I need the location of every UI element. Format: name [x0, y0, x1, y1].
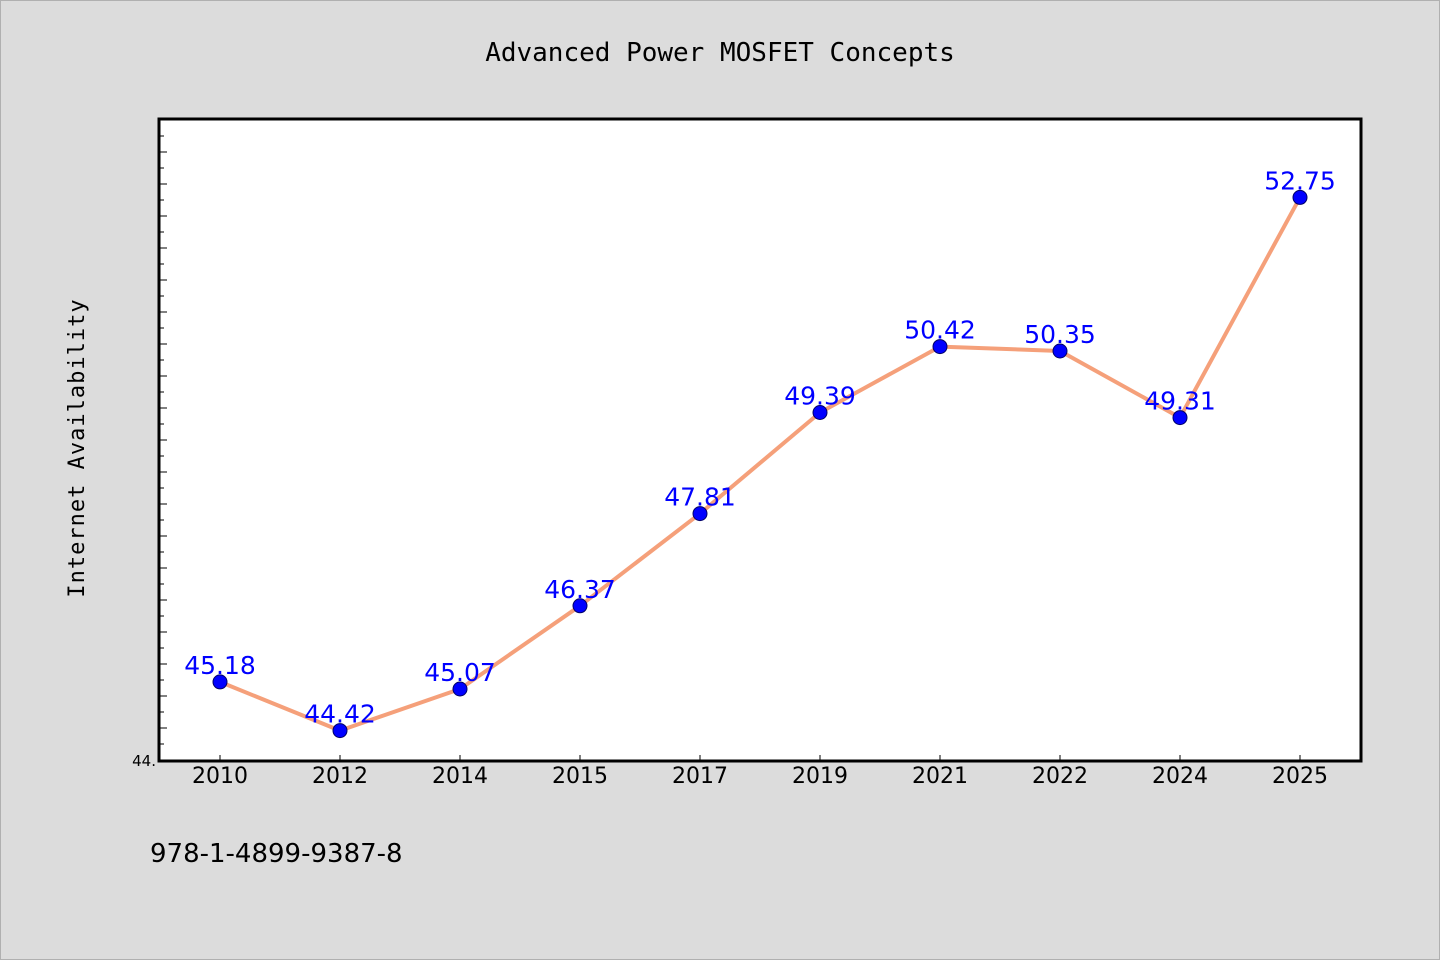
- data-label: 50.42: [904, 316, 976, 345]
- data-label: 45.07: [424, 658, 496, 687]
- series-line: [218, 195, 1302, 733]
- x-tick-label: 2017: [672, 764, 728, 789]
- data-point: [932, 339, 948, 355]
- data-markers: [212, 189, 1308, 739]
- x-tick-label: 2022: [1032, 764, 1088, 789]
- chart-title: Advanced Power MOSFET Concepts: [485, 38, 955, 68]
- y-axis-label: Internet Availability: [65, 298, 90, 597]
- x-axis-ticks: [219, 755, 1301, 760]
- data-point: [572, 598, 588, 614]
- data-point: [332, 723, 348, 739]
- x-tick-label: 2012: [312, 764, 368, 789]
- x-tick-label: 2015: [552, 764, 608, 789]
- data-label: 46.37: [544, 575, 616, 604]
- data-label: 52.75: [1264, 166, 1336, 195]
- series-line-group: [218, 195, 1302, 733]
- data-label: 49.31: [1144, 387, 1216, 416]
- x-tick-label: 2024: [1152, 764, 1208, 789]
- data-point: [1172, 410, 1188, 426]
- x-tick-label: 2025: [1272, 764, 1328, 789]
- data-point: [1292, 189, 1308, 205]
- data-point: [692, 506, 708, 522]
- data-point: [452, 681, 468, 697]
- x-tick-label: 2014: [432, 764, 488, 789]
- data-label: 49.39: [784, 382, 856, 411]
- data-label: 45.18: [184, 651, 256, 680]
- x-tick-label: 2021: [912, 764, 968, 789]
- data-label: 47.81: [664, 483, 736, 512]
- y-axis-ticks: [160, 135, 167, 761]
- data-point: [212, 674, 228, 690]
- x-tick-label: 2019: [792, 764, 848, 789]
- data-label: 44.42: [304, 700, 376, 729]
- data-label: 50.35: [1024, 320, 1096, 349]
- data-labels: 45.18 44.42 45.07 46.37 47.81 49.39 50.42 50.35…: [184, 166, 1336, 728]
- data-point: [812, 405, 828, 420]
- plot-area: [157, 117, 1363, 763]
- x-tick-label: 2010: [192, 764, 248, 789]
- isbn-footer: 978-1-4899-9387-8: [150, 839, 403, 869]
- data-point: [1052, 343, 1068, 359]
- x-tick-labels: 2010 2012 2014 2015 2017 2019 2021 2022 2024 2025: [192, 764, 1328, 789]
- y-tick-label: 44.: [132, 752, 156, 770]
